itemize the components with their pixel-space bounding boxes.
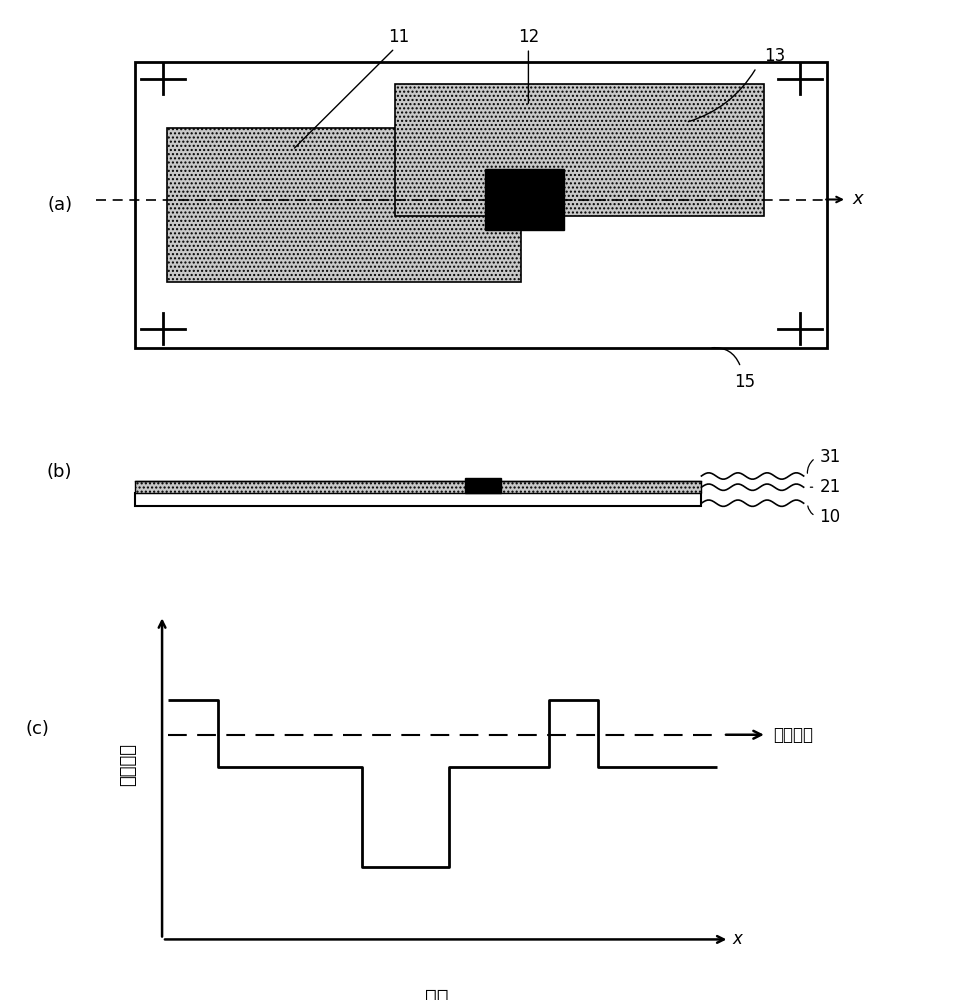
- Text: 位置: 位置: [425, 988, 448, 1000]
- Bar: [465, 478, 501, 493]
- Text: 15: 15: [734, 373, 756, 391]
- Bar: [167, 128, 521, 282]
- Bar: [135, 62, 828, 348]
- Bar: [135, 493, 701, 506]
- Text: x: x: [733, 930, 742, 948]
- Text: 11: 11: [388, 27, 409, 45]
- Text: 透射光量: 透射光量: [119, 743, 137, 786]
- Text: (c): (c): [26, 720, 50, 738]
- Bar: [395, 84, 764, 216]
- Text: (a): (a): [47, 196, 72, 214]
- Text: 12: 12: [518, 27, 539, 45]
- Text: 分辨閾値: 分辨閾値: [773, 726, 813, 744]
- Text: 31: 31: [819, 448, 841, 466]
- Bar: [485, 169, 564, 230]
- Text: 21: 21: [819, 478, 841, 496]
- Text: 10: 10: [819, 508, 840, 526]
- Text: (b): (b): [47, 463, 72, 481]
- Text: 13: 13: [764, 47, 785, 65]
- Text: x: x: [853, 190, 863, 209]
- Bar: [135, 481, 701, 493]
